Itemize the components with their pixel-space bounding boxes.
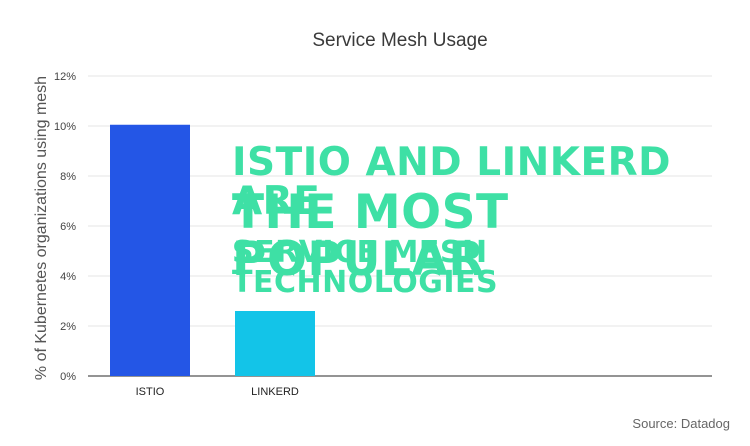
source-credit: Source: Datadog (632, 416, 730, 431)
headline-line-2: THE MOST POPULAR (232, 185, 509, 287)
chart-title: Service Mesh Usage (312, 30, 488, 51)
bar-istio (110, 124, 190, 376)
bar-linkerd (235, 311, 315, 376)
y-tick-label: 2% (60, 321, 76, 333)
y-tick-label: 4% (60, 271, 76, 283)
headline-line-3: SERVICE MESH TECHNOLOGIES (232, 235, 499, 300)
y-tick-label: 0% (60, 371, 76, 383)
y-tick-label: 6% (60, 221, 76, 233)
y-tick-label: 8% (60, 171, 76, 183)
x-tick-label: ISTIO (136, 386, 165, 398)
y-tick-label: 12% (54, 71, 76, 83)
x-tick-label: LINKERD (251, 386, 299, 398)
y-tick-label: 10% (54, 121, 76, 133)
headline-overlay: ISTIO AND LINKERD ARE THE MOST POPULAR S… (232, 140, 712, 300)
headline-line-1: ISTIO AND LINKERD ARE (232, 140, 671, 224)
